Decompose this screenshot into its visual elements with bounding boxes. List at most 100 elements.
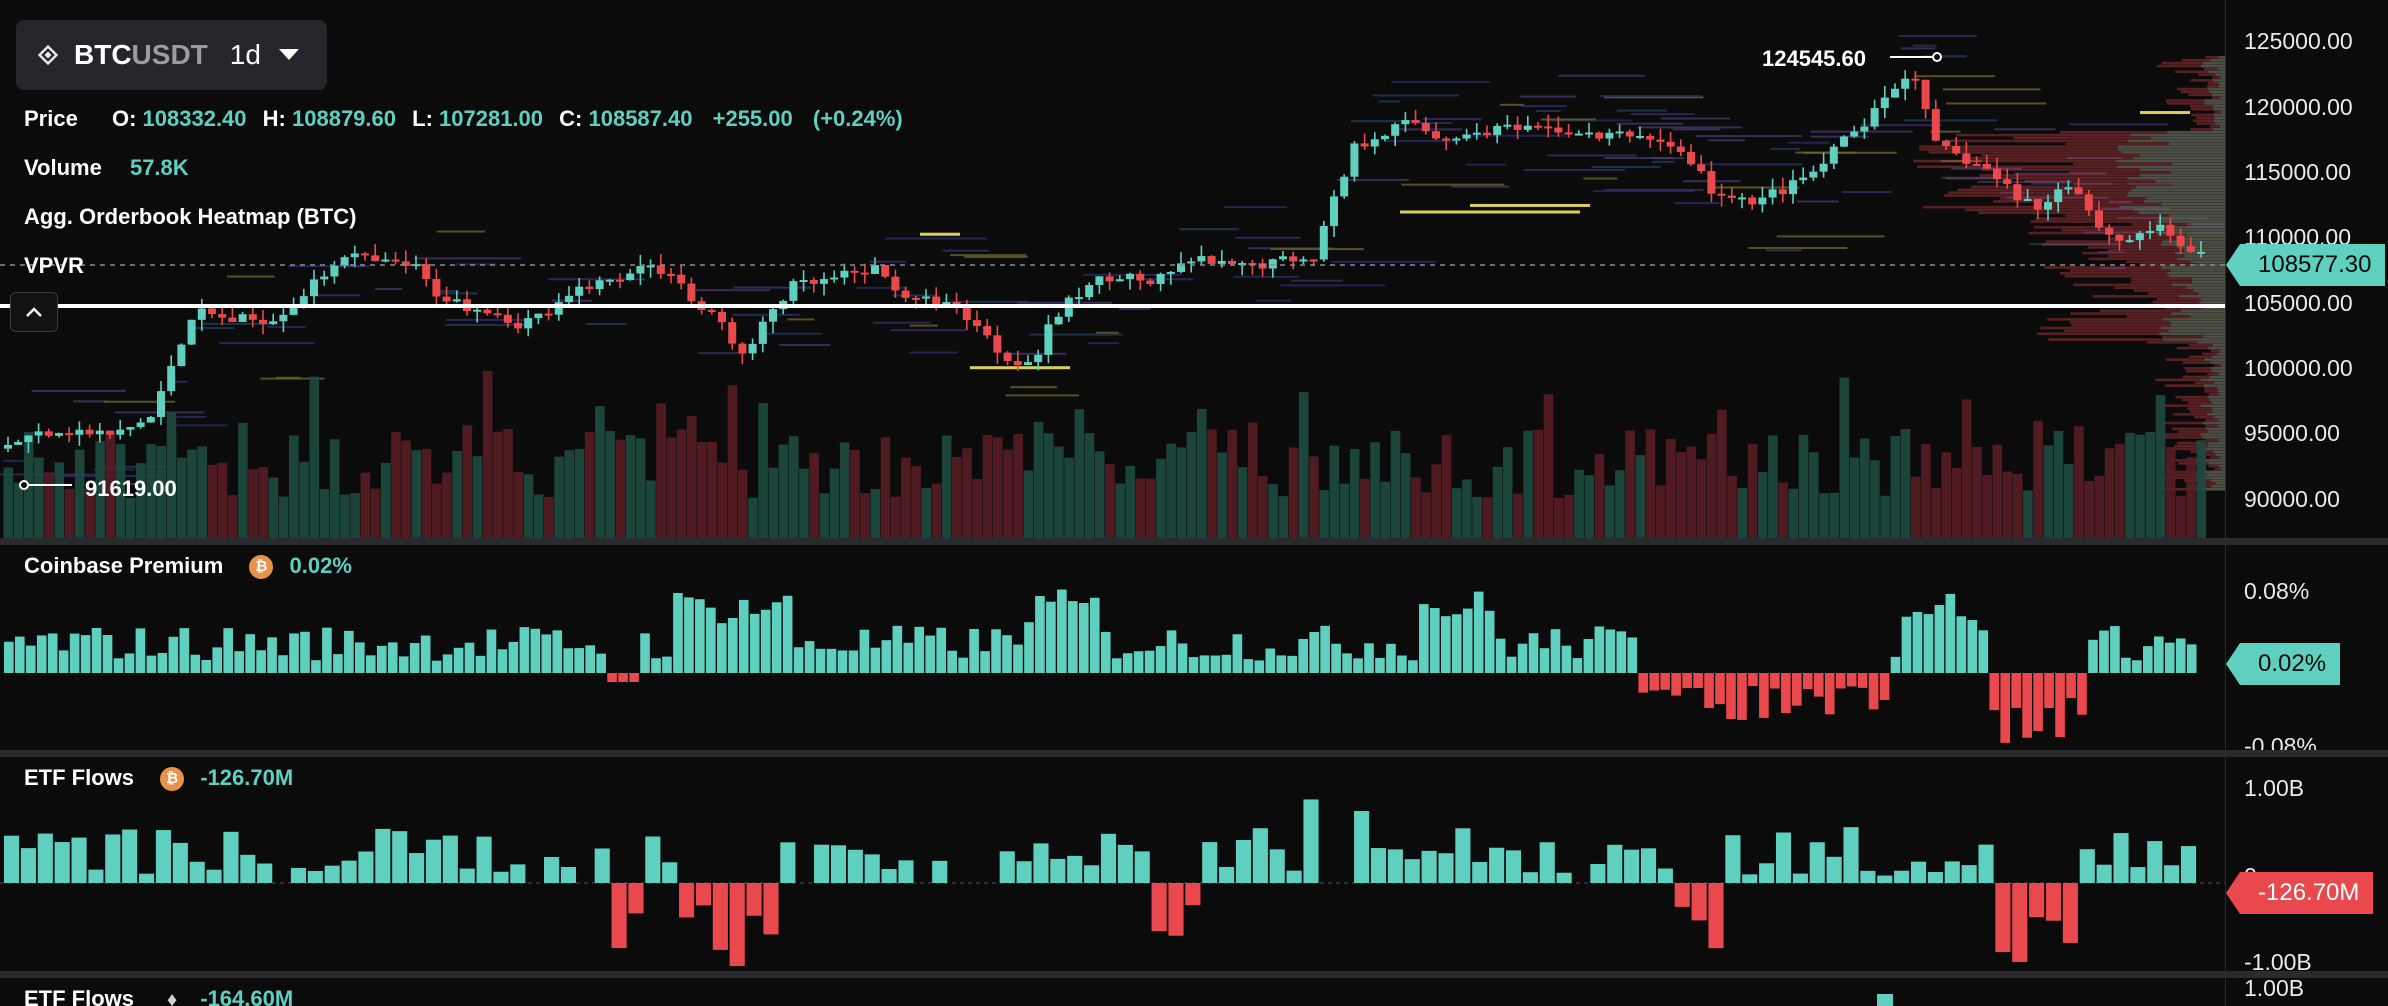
heatmap-legend[interactable]: Agg. Orderbook Heatmap (BTC)	[24, 204, 357, 229]
candle-body	[1534, 125, 1542, 128]
etf-flows-btc-pane[interactable]: ETF Flows ₿ -126.70M 1.00B 0 -126.70M -1…	[0, 757, 2388, 971]
volume-bar	[1910, 476, 1921, 538]
interval-label[interactable]: 1d	[229, 39, 261, 70]
heatmap-level	[340, 265, 366, 268]
collapse-legend-button[interactable]	[10, 292, 58, 332]
pane-separator[interactable]	[0, 750, 2388, 757]
vpvr-bar-buy	[2162, 318, 2225, 321]
premium-bar	[124, 653, 135, 673]
etf-bar	[392, 831, 408, 883]
bitcoin-icon: ₿	[249, 555, 274, 580]
heatmap-level	[1765, 249, 1802, 252]
vpvr-legend[interactable]: VPVR	[24, 253, 84, 278]
volume-bar	[1176, 447, 1187, 538]
volume-bar	[2063, 463, 2074, 538]
volume-bar	[1533, 429, 1544, 538]
symbol-selector[interactable]: BTCUSDT 1d	[16, 20, 327, 90]
etf-bar	[2096, 864, 2112, 883]
etf-bar	[257, 863, 273, 883]
pane-separator[interactable]	[0, 971, 2388, 978]
etf-bar	[814, 844, 830, 883]
vpvr-bar	[2107, 237, 2225, 241]
volume-bar	[758, 403, 768, 538]
etf-flows-eth-pane[interactable]: ETF Flows ♦ -164.60M 1.00B	[0, 978, 2388, 1006]
vpvr-bar	[2164, 384, 2225, 387]
candle-body	[2125, 240, 2134, 243]
vpvr-bar-buy	[2203, 476, 2225, 479]
vpvr-bar-buy	[2214, 381, 2225, 384]
heatmap-level	[1796, 200, 1839, 203]
vpvr-bar	[2177, 430, 2225, 433]
etf-btc-current-tag: -126.70M	[2225, 872, 2374, 914]
etf-bar	[1438, 853, 1454, 883]
etf-bar	[1404, 859, 1420, 883]
premium-axis[interactable]: 0.08% 0.02% -0.08%	[2225, 545, 2388, 750]
etf-bar	[712, 883, 728, 950]
volume-bar	[146, 444, 156, 538]
vpvr-bar-buy	[2212, 355, 2225, 359]
volume-bar	[1380, 481, 1391, 538]
etf-bar	[1067, 855, 1083, 883]
volume-bar	[1859, 438, 1870, 538]
vpvr-bar-buy	[2197, 341, 2225, 344]
vpvr-bar-buy	[2156, 231, 2225, 235]
candle-body	[758, 321, 767, 344]
price-axis[interactable]: 125000.00 120000.00 115000.00 110000.00 …	[2225, 0, 2388, 538]
premium-bar	[135, 628, 146, 673]
premium-bar	[749, 613, 760, 673]
etf-eth-axis[interactable]: 1.00B	[2225, 978, 2388, 1006]
volume-bar	[870, 489, 881, 538]
premium-bar	[256, 650, 266, 673]
candle-body	[55, 433, 63, 436]
vpvr-bar-buy	[2170, 171, 2225, 174]
price-chart[interactable]: 124545.60 91619.00	[0, 0, 2225, 538]
etf-bar	[223, 831, 239, 883]
vpvr-bar-buy	[2199, 300, 2225, 304]
price-pane[interactable]: 124545.60 91619.00 BTCUSDT 1d Price O: 1…	[0, 0, 2388, 538]
pane-separator[interactable]	[0, 538, 2388, 545]
candle-body	[187, 319, 196, 345]
candle-body	[1268, 259, 1277, 269]
vpvr-bar	[2155, 378, 2225, 382]
heatmap-level	[2069, 123, 2168, 126]
vpvr-bar	[2211, 96, 2225, 99]
premium-bar	[1342, 653, 1352, 673]
etf-bar	[1016, 861, 1032, 883]
vpvr-bar-buy	[2213, 113, 2225, 117]
volume-bar	[1227, 429, 1238, 538]
etf-bar	[1505, 850, 1522, 883]
heatmap-level	[1810, 130, 1913, 133]
volume-bar	[1666, 439, 1676, 538]
volume-bar	[911, 466, 921, 538]
caret-down-icon[interactable]	[278, 49, 299, 61]
vpvr-bar-buy	[2169, 142, 2225, 146]
volume-bar	[1258, 475, 1268, 538]
etf-bar	[1286, 870, 1302, 883]
premium-bar	[1605, 629, 1616, 673]
heatmap-level	[1547, 154, 1637, 157]
volume-bar	[625, 435, 636, 538]
vpvr-bar-buy	[2212, 401, 2225, 405]
vpvr-bar-buy	[2204, 99, 2225, 102]
etf-flows-btc-legend: ETF Flows ₿ -126.70M	[24, 765, 293, 792]
vpvr-bar	[2130, 280, 2225, 284]
premium-bar	[398, 656, 409, 673]
candle-body	[1258, 263, 1267, 269]
coinbase-premium-pane[interactable]: Coinbase Premium ₿ 0.02% 0.08% 0.02% -0.…	[0, 545, 2388, 750]
volume-bar	[1706, 433, 1717, 538]
vpvr-bar	[2044, 202, 2225, 206]
volume-bar	[3, 467, 14, 538]
price-tick: 100000.00	[2244, 355, 2353, 381]
vpvr-bar	[2167, 470, 2225, 474]
premium-bar	[607, 673, 617, 682]
etf-bar	[645, 836, 661, 883]
vpvr-bar	[2190, 450, 2225, 454]
low-marker-label: 91619.00	[85, 476, 177, 501]
premium-bar	[278, 655, 288, 673]
premium-bar	[1561, 645, 1572, 673]
vpvr-bar	[2108, 248, 2225, 252]
etf-bar	[4, 835, 20, 883]
etf-btc-axis[interactable]: 1.00B 0 -126.70M -1.00B	[2225, 757, 2388, 971]
vpvr-bar	[2162, 335, 2225, 338]
volume-bar	[176, 457, 187, 538]
